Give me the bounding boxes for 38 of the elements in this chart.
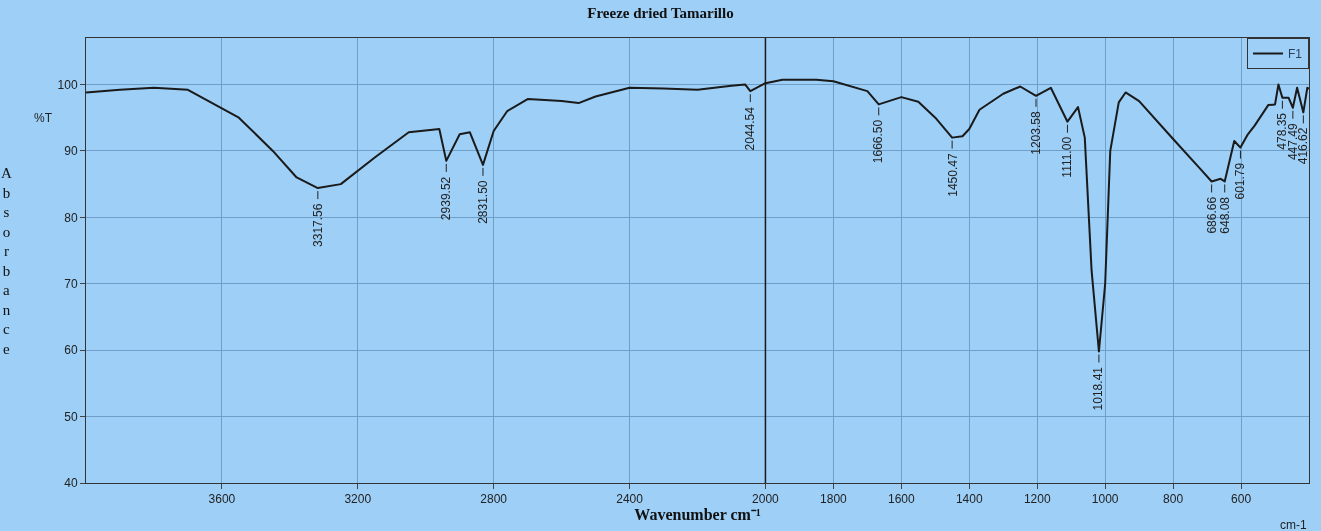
- y-tick-label: 50: [64, 409, 78, 424]
- annotation: 1666.50: [871, 119, 886, 164]
- x-tick-label: 800: [1163, 492, 1184, 507]
- x-axis-title: Wavenumber cm⁻¹: [634, 506, 761, 524]
- x-tick-label: 1400: [955, 492, 983, 507]
- y-tick-label: 90: [64, 144, 78, 159]
- annotation: 3317.56: [310, 203, 325, 247]
- text: cm-1: [1280, 518, 1307, 531]
- legend-label: F1: [1288, 47, 1303, 62]
- y-tick-label: 70: [64, 276, 78, 291]
- y-tick-label: 60: [64, 343, 78, 358]
- chart-title: Freeze dried Tamarillo: [587, 5, 734, 22]
- annotation: 648.08: [1217, 196, 1232, 234]
- x-tick-label: 2800: [480, 492, 508, 507]
- x-tick-label: 3200: [344, 492, 372, 507]
- annotation: 1018.41: [1091, 366, 1106, 411]
- annotation: 1450.47: [945, 153, 960, 197]
- annotation: 1111.00: [1060, 136, 1075, 178]
- y-tick-label: 40: [64, 476, 78, 491]
- x-tick-label: 3600: [208, 492, 236, 507]
- x-tick-label: 2400: [616, 492, 644, 507]
- x-tick-label: 600: [1231, 492, 1252, 507]
- text: %T: [34, 111, 53, 125]
- annotation: 1203.58: [1029, 111, 1044, 155]
- x-tick-label: 1000: [1091, 492, 1119, 507]
- x-tick-label: 1200: [1023, 492, 1051, 507]
- x-tick-label: 2000: [752, 492, 780, 507]
- annotation: 601.79: [1233, 162, 1248, 200]
- x-tick-label: 1600: [887, 492, 915, 507]
- annotation: 686.66: [1204, 196, 1219, 234]
- y-tick-label: 100: [57, 77, 78, 92]
- annotation: 2831.50: [476, 180, 491, 224]
- x-tick-label: 1800: [820, 492, 848, 507]
- y-tick-label: 80: [64, 210, 78, 225]
- text: Absorbance: [1, 165, 12, 357]
- annotation: 2939.52: [439, 176, 454, 221]
- annotation: 416.62: [1296, 127, 1311, 165]
- annotation: 2044.54: [743, 106, 758, 151]
